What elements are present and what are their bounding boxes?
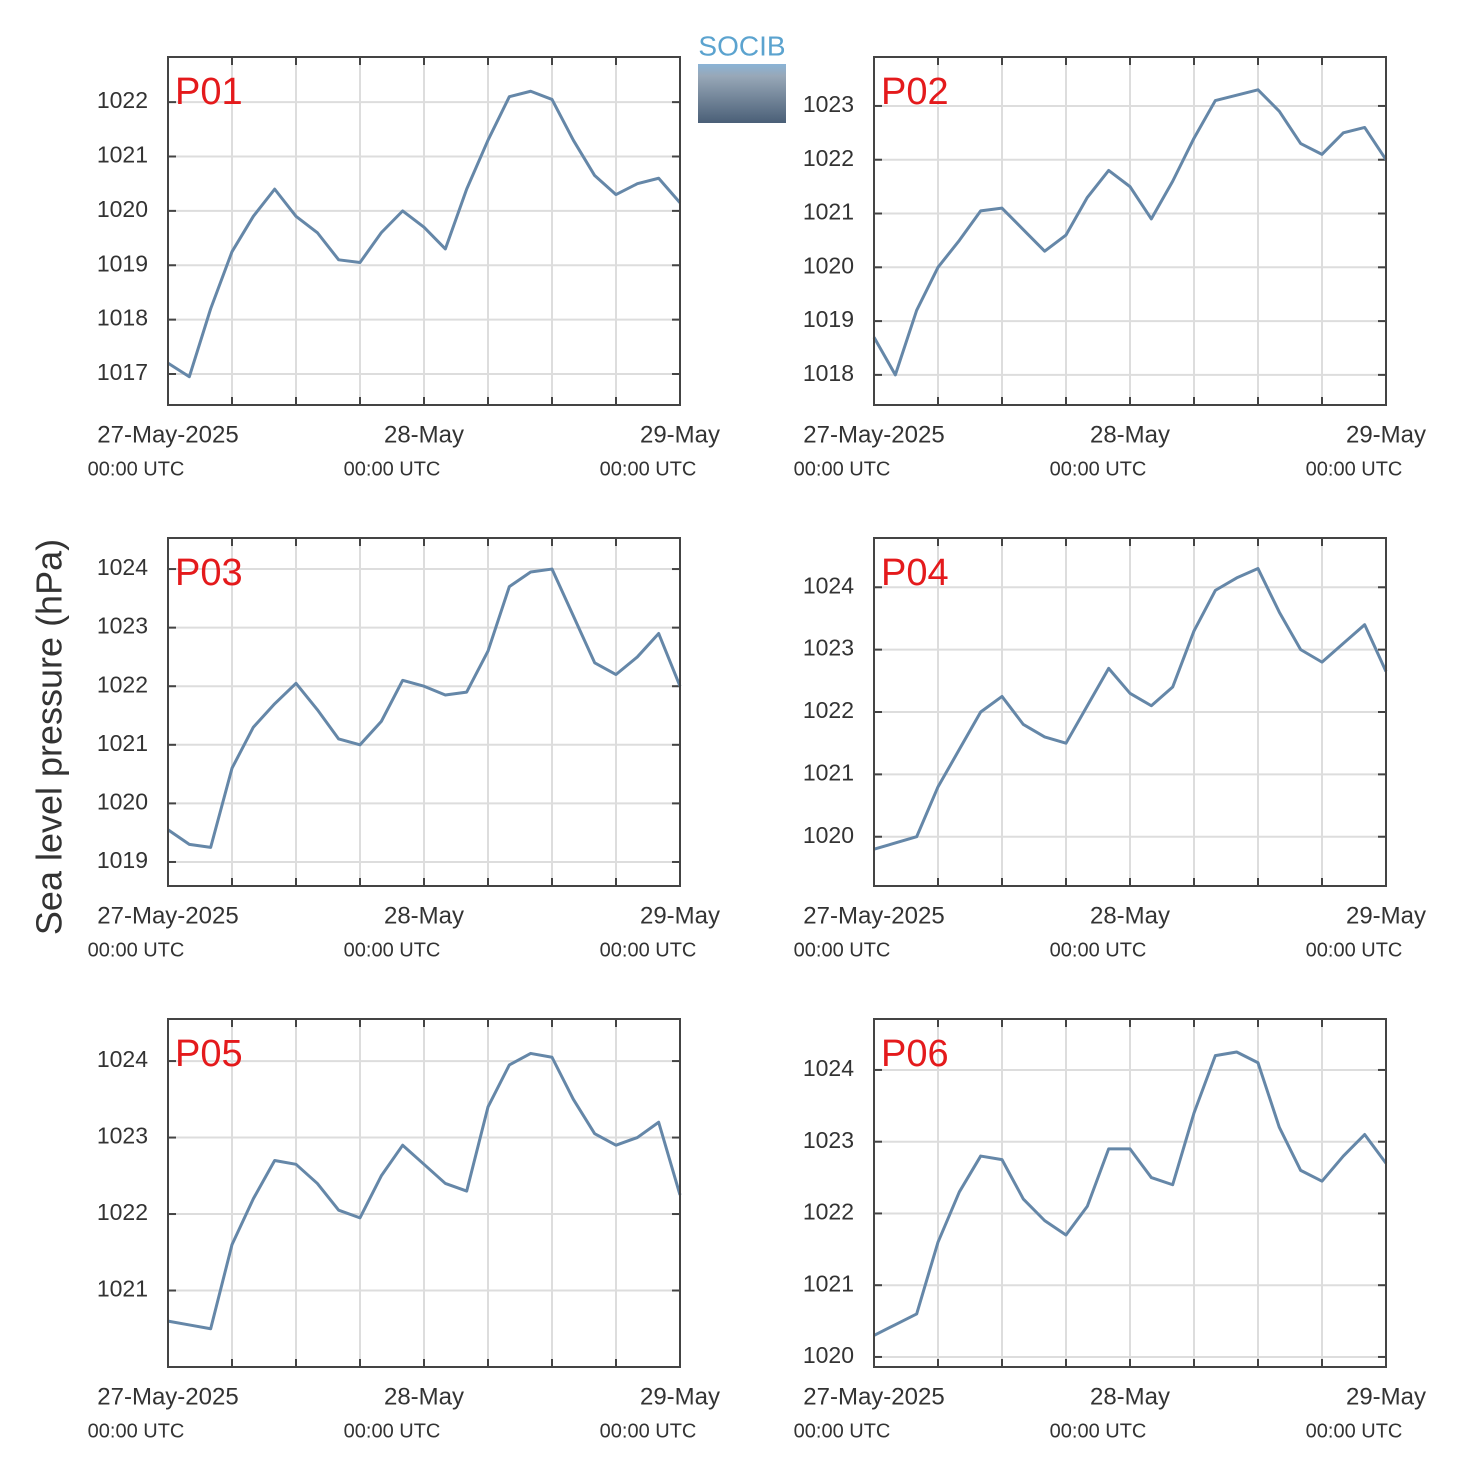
subplot-title: P04 xyxy=(881,552,949,594)
logo: SOCIB xyxy=(698,30,786,123)
data-line xyxy=(167,1051,682,1331)
y-tick-label: 1020 xyxy=(97,196,148,222)
y-tick-label: 1022 xyxy=(97,87,148,113)
x-tick-label: 27-May-2025 xyxy=(803,902,944,929)
plot-frame xyxy=(167,537,681,887)
x-tick-label: 28-May xyxy=(1090,902,1170,929)
plot-frame xyxy=(873,537,1387,887)
subplot-title: P06 xyxy=(881,1033,949,1075)
plot-frame xyxy=(167,56,681,406)
y-axis-label: Sea level pressure (hPa) xyxy=(29,539,70,935)
x-tick-sublabel: 00:00 UTC xyxy=(1306,1420,1403,1442)
data-line xyxy=(167,89,682,379)
y-tick-label: 1018 xyxy=(97,305,148,331)
x-tick-sublabel: 00:00 UTC xyxy=(88,1420,185,1442)
x-tick-sublabel: 00:00 UTC xyxy=(88,458,185,480)
y-tick-label: 1022 xyxy=(803,1199,854,1225)
y-tick-label: 1022 xyxy=(803,145,854,171)
y-tick-label: 1024 xyxy=(803,1055,854,1081)
x-tick-sublabel: 00:00 UTC xyxy=(794,1420,891,1442)
data-line xyxy=(872,88,1388,377)
y-tick-label: 1023 xyxy=(803,1127,854,1153)
x-tick-label: 29-May xyxy=(640,902,720,929)
subplot: 1020 1021 1022 1023 1024 27-May-2025 00:00 UTC… xyxy=(794,1018,1426,1442)
subplot: 1017 1018 1019 1020 1021 1022 27-May-2025 00:00… xyxy=(88,56,720,480)
y-tick-label: 1023 xyxy=(803,635,854,661)
subplot: 1018 1019 1020 1021 1022 1023 27-May-2025 00:00… xyxy=(794,56,1426,480)
x-tick-label: 27-May-2025 xyxy=(97,902,238,929)
y-tick-label: 1021 xyxy=(803,759,854,785)
x-tick-label: 27-May-2025 xyxy=(803,421,944,448)
x-tick-label: 28-May xyxy=(384,902,464,929)
y-tick-label: 1021 xyxy=(803,199,854,225)
x-tick-sublabel: 00:00 UTC xyxy=(344,1420,441,1442)
y-tick-label: 1024 xyxy=(97,554,148,580)
y-tick-label: 1019 xyxy=(803,306,854,332)
x-tick-sublabel: 00:00 UTC xyxy=(88,939,185,961)
y-tick-label: 1017 xyxy=(97,359,148,385)
y-tick-label: 1022 xyxy=(803,697,854,723)
y-tick-label: 1021 xyxy=(97,730,148,756)
subplot: 1019 1020 1021 1022 1023 1024 27-May-2025 00:00… xyxy=(88,537,720,961)
x-tick-sublabel: 00:00 UTC xyxy=(1050,939,1147,961)
y-tick-label: 1023 xyxy=(97,1123,148,1149)
x-tick-sublabel: 00:00 UTC xyxy=(794,939,891,961)
subplot: 1020 1021 1022 1023 1024 27-May-2025 00:00 UTC… xyxy=(794,537,1426,961)
x-tick-sublabel: 00:00 UTC xyxy=(344,939,441,961)
y-tick-label: 1022 xyxy=(97,671,148,697)
plot-frame xyxy=(167,1018,681,1368)
x-tick-label: 27-May-2025 xyxy=(97,421,238,448)
y-tick-label: 1024 xyxy=(803,572,854,598)
y-tick-label: 1018 xyxy=(803,360,854,386)
x-tick-label: 29-May xyxy=(1346,421,1426,448)
y-tick-label: 1023 xyxy=(97,613,148,639)
y-tick-label: 1019 xyxy=(97,250,148,276)
plot-frame xyxy=(873,56,1387,406)
x-tick-label: 28-May xyxy=(1090,421,1170,448)
data-line xyxy=(873,1050,1388,1337)
x-tick-label: 27-May-2025 xyxy=(803,1383,944,1410)
data-line xyxy=(873,567,1388,851)
y-tick-label: 1024 xyxy=(97,1046,148,1072)
x-tick-sublabel: 00:00 UTC xyxy=(1306,458,1403,480)
x-tick-label: 28-May xyxy=(1090,1383,1170,1410)
x-tick-label: 27-May-2025 xyxy=(97,1383,238,1410)
x-tick-label: 29-May xyxy=(1346,1383,1426,1410)
logo-text: SOCIB xyxy=(698,30,785,61)
x-tick-sublabel: 00:00 UTC xyxy=(600,1420,697,1442)
x-tick-sublabel: 00:00 UTC xyxy=(794,458,891,480)
y-tick-label: 1019 xyxy=(97,847,148,873)
y-tick-label: 1021 xyxy=(803,1270,854,1296)
plot-frame xyxy=(873,1018,1387,1368)
x-tick-sublabel: 00:00 UTC xyxy=(600,939,697,961)
subplot-title: P01 xyxy=(175,71,243,113)
x-tick-sublabel: 00:00 UTC xyxy=(1306,939,1403,961)
y-tick-label: 1021 xyxy=(97,1276,148,1302)
x-tick-sublabel: 00:00 UTC xyxy=(1050,458,1147,480)
x-tick-sublabel: 00:00 UTC xyxy=(600,458,697,480)
x-tick-label: 29-May xyxy=(640,1383,720,1410)
subplot-title: P05 xyxy=(175,1033,243,1075)
y-tick-label: 1023 xyxy=(803,91,854,117)
y-tick-label: 1022 xyxy=(97,1199,148,1225)
x-tick-label: 28-May xyxy=(384,421,464,448)
y-tick-label: 1020 xyxy=(803,822,854,848)
subplot: 1021 1022 1023 1024 27-May-2025 00:00 UTC 28-M… xyxy=(88,1018,720,1442)
x-tick-label: 29-May xyxy=(640,421,720,448)
y-tick-label: 1020 xyxy=(803,1342,854,1368)
x-tick-sublabel: 00:00 UTC xyxy=(1050,1420,1147,1442)
x-tick-label: 28-May xyxy=(384,1383,464,1410)
y-tick-label: 1020 xyxy=(97,788,148,814)
y-tick-label: 1021 xyxy=(97,142,148,168)
data-line xyxy=(167,567,682,849)
subplot-title: P02 xyxy=(881,71,949,113)
x-tick-sublabel: 00:00 UTC xyxy=(344,458,441,480)
logo-image xyxy=(698,64,786,123)
x-tick-label: 29-May xyxy=(1346,902,1426,929)
y-tick-label: 1020 xyxy=(803,252,854,278)
subplot-title: P03 xyxy=(175,552,243,594)
